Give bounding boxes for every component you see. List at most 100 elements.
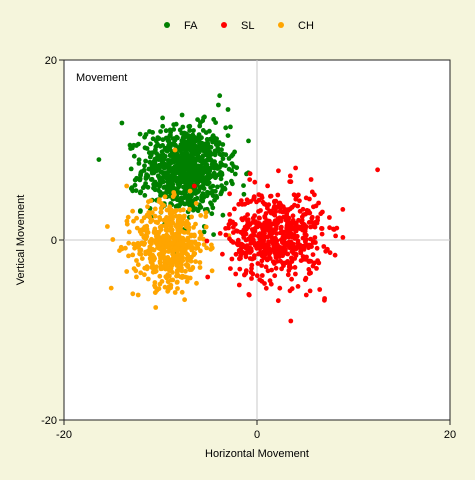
- data-point: [141, 215, 147, 221]
- data-point: [176, 233, 182, 238]
- data-point: [247, 177, 253, 183]
- data-point: [190, 132, 196, 138]
- data-point: [152, 160, 158, 166]
- data-point: [259, 263, 264, 268]
- data-point: [182, 164, 187, 170]
- legend-label: SL: [241, 20, 254, 32]
- data-point: [247, 256, 253, 261]
- data-point: [295, 225, 300, 231]
- data-point: [191, 190, 197, 196]
- data-point: [227, 191, 233, 197]
- data-point: [177, 198, 183, 203]
- data-point: [198, 232, 204, 238]
- data-point: [119, 120, 125, 126]
- data-point: [334, 225, 340, 231]
- data-point: [131, 266, 137, 271]
- data-point: [144, 234, 150, 239]
- data-point: [142, 240, 148, 246]
- data-point: [285, 221, 291, 226]
- data-point: [220, 251, 225, 257]
- data-point: [292, 265, 298, 270]
- data-point: [138, 173, 143, 178]
- data-point: [294, 193, 300, 199]
- data-point: [244, 171, 249, 177]
- data-point: [130, 208, 136, 214]
- data-point: [325, 246, 330, 252]
- data-point: [162, 163, 168, 168]
- data-point: [297, 198, 302, 204]
- data-point: [223, 125, 229, 131]
- data-point: [152, 213, 158, 219]
- data-point: [265, 183, 270, 189]
- data-point: [249, 276, 254, 281]
- data-point: [153, 231, 159, 237]
- data-point: [319, 231, 325, 237]
- data-point: [203, 141, 209, 147]
- data-point: [124, 221, 130, 227]
- data-point: [152, 290, 158, 295]
- data-point: [209, 242, 214, 248]
- data-point: [246, 292, 252, 297]
- data-point: [200, 127, 206, 133]
- data-point: [233, 251, 239, 257]
- data-point: [210, 133, 216, 139]
- data-point: [209, 202, 215, 207]
- data-point: [183, 170, 188, 176]
- data-point: [156, 162, 162, 168]
- data-point: [151, 165, 157, 171]
- data-point: [236, 282, 242, 288]
- data-point: [152, 179, 158, 185]
- data-point: [209, 268, 215, 274]
- data-point: [222, 186, 228, 192]
- legend-marker: [164, 22, 170, 28]
- data-point: [200, 118, 206, 124]
- data-point: [188, 165, 194, 171]
- data-point: [145, 230, 151, 235]
- data-point: [167, 161, 173, 166]
- data-point: [142, 145, 148, 151]
- data-point: [185, 275, 190, 281]
- data-point: [144, 172, 150, 178]
- data-point: [278, 230, 283, 236]
- data-point: [243, 251, 249, 256]
- data-point: [195, 117, 201, 122]
- data-point: [105, 224, 110, 229]
- data-point: [272, 219, 278, 225]
- data-point: [162, 223, 168, 229]
- legend-marker: [221, 22, 227, 28]
- data-point: [204, 238, 210, 244]
- data-point: [187, 128, 193, 133]
- data-point: [163, 184, 169, 190]
- data-point: [169, 211, 175, 217]
- data-point: [238, 255, 243, 261]
- data-point: [182, 201, 188, 207]
- data-point: [164, 258, 170, 264]
- data-point: [174, 260, 180, 266]
- data-point: [193, 246, 199, 251]
- data-point: [264, 202, 269, 208]
- data-point: [241, 191, 247, 197]
- legend-marker: [278, 22, 284, 28]
- data-point: [189, 152, 195, 157]
- data-point: [183, 181, 189, 186]
- y-tick-label: 0: [51, 235, 57, 247]
- data-point: [167, 204, 173, 210]
- data-point: [189, 247, 195, 253]
- data-point: [194, 137, 200, 143]
- data-point: [288, 179, 294, 185]
- data-point: [279, 237, 285, 243]
- data-point: [256, 215, 262, 221]
- data-point: [134, 215, 140, 221]
- data-point: [185, 238, 191, 244]
- data-point: [186, 224, 192, 230]
- data-point: [130, 252, 136, 258]
- data-point: [154, 155, 160, 161]
- data-point: [290, 217, 296, 223]
- data-point: [143, 251, 149, 257]
- data-point: [205, 274, 211, 280]
- data-point: [201, 195, 207, 200]
- data-point: [193, 201, 199, 206]
- data-point: [213, 173, 219, 179]
- data-point: [135, 262, 141, 268]
- data-point: [177, 190, 183, 196]
